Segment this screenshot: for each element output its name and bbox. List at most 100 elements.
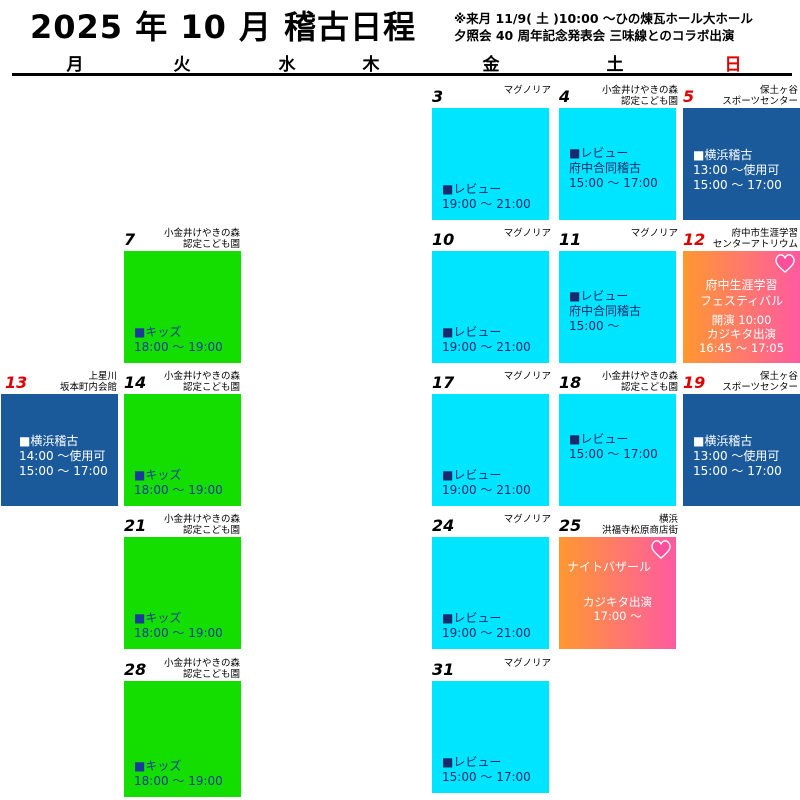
day-cell[interactable]: 11 マグノリア ■レビュー 府中合同稽古 15:00 〜	[553, 225, 680, 365]
day-number: 3	[432, 87, 444, 106]
event-title: 府中生涯学習 フェスティバル	[699, 278, 784, 308]
day-number: 31	[432, 660, 455, 679]
day-cell[interactable]: 7 小金井けやきの森 認定こども園 ■キッズ 18:00 〜 19:00	[118, 225, 242, 365]
day-number: 10	[432, 230, 455, 249]
event-box[interactable]: ■横浜稽古 14:00 〜使用可 15:00 〜 17:00	[1, 394, 118, 506]
venue-label: 保土ヶ谷 スポーツセンター	[722, 371, 798, 393]
event-box[interactable]: ■キッズ 18:00 〜 19:00	[124, 394, 241, 506]
day-number: 14	[124, 373, 147, 392]
event-detail: 開演 10:00 カジキタ出演 16:45 〜 17:05	[698, 313, 785, 355]
venue-label: マグノリア	[503, 228, 551, 239]
venue-label: 保土ヶ谷 スポーツセンター	[722, 85, 798, 107]
venue-label: 小金井けやきの森 認定こども園	[163, 658, 240, 680]
event-text: ■レビュー 15:00 〜 17:00	[442, 755, 531, 784]
day-cell[interactable]: 13 上星川 坂本町内会館 ■横浜稽古 14:00 〜使用可 15:00 〜 1…	[0, 368, 119, 508]
event-text: ■キッズ 18:00 〜 19:00	[134, 468, 223, 497]
event-box[interactable]: ■レビュー 19:00 〜 21:00	[432, 108, 549, 220]
event-box[interactable]: ■横浜稽古 13:00 〜使用可 15:00 〜 17:00	[683, 394, 800, 506]
header-rule	[12, 73, 792, 76]
event-box[interactable]: ■レビュー 15:00 〜 17:00	[559, 394, 676, 506]
event-text: ■レビュー 19:00 〜 21:00	[442, 325, 531, 354]
weekday-thu: 木	[362, 55, 380, 75]
weekday-mon: 月	[66, 55, 84, 75]
page-title: 2025 年 10 月 稽古日程	[30, 8, 417, 46]
venue-label: 小金井けやきの森 認定こども園	[601, 371, 678, 393]
event-box[interactable]: ■レビュー 19:00 〜 21:00	[432, 537, 549, 649]
weekday-sat: 土	[606, 55, 624, 75]
event-box[interactable]: ■レビュー 19:00 〜 21:00	[432, 251, 549, 363]
day-number: 21	[124, 516, 147, 535]
day-number: 19	[683, 373, 706, 392]
event-text: ■レビュー 19:00 〜 21:00	[442, 468, 531, 497]
event-text: ■レビュー 19:00 〜 21:00	[442, 611, 531, 640]
venue-label: 小金井けやきの森 認定こども園	[163, 228, 240, 250]
event-text: ■レビュー 19:00 〜 21:00	[442, 182, 531, 211]
weekday-wed: 水	[278, 55, 296, 75]
day-cell[interactable]: 19 保土ヶ谷 スポーツセンター ■横浜稽古 13:00 〜使用可 15:00 …	[677, 368, 800, 508]
venue-label: マグノリア	[503, 514, 551, 525]
event-box[interactable]: ■レビュー 19:00 〜 21:00	[432, 394, 549, 506]
event-box[interactable]: ■レビュー 15:00 〜 17:00	[432, 681, 549, 793]
event-box[interactable]: ■レビュー 府中合同稽古 15:00 〜	[559, 251, 676, 363]
day-number: 7	[124, 230, 136, 249]
event-box[interactable]: ■キッズ 18:00 〜 19:00	[124, 537, 241, 649]
event-title: ナイトバザール	[567, 560, 652, 574]
day-number: 13	[5, 373, 28, 392]
day-cell[interactable]: 14 小金井けやきの森 認定こども園 ■キッズ 18:00 〜 19:00	[118, 368, 242, 508]
event-text: ■横浜稽古 14:00 〜使用可 15:00 〜 17:00	[19, 434, 108, 478]
event-box[interactable]: ■キッズ 18:00 〜 19:00	[124, 251, 241, 363]
day-cell[interactable]: 5 保土ヶ谷 スポーツセンター ■横浜稽古 13:00 〜使用可 15:00 〜…	[677, 82, 800, 222]
day-cell[interactable]: 3 マグノリア ■レビュー 19:00 〜 21:00	[426, 82, 553, 222]
event-box[interactable]: ■レビュー 府中合同稽古 15:00 〜 17:00	[559, 108, 676, 220]
day-cell[interactable]: 12 府中市生涯学習 センターアトリウム 府中生涯学習 フェスティバル 開演 1…	[677, 225, 800, 365]
day-number: 17	[432, 373, 455, 392]
notice-line-1: ※来月 11/9( 土 )10:00 〜ひの煉瓦ホール大ホール	[454, 11, 753, 26]
venue-label: 小金井けやきの森 認定こども園	[163, 371, 240, 393]
day-number: 24	[432, 516, 455, 535]
weekday-tue: 火	[173, 55, 191, 75]
day-cell[interactable]: 10 マグノリア ■レビュー 19:00 〜 21:00	[426, 225, 553, 365]
day-cell[interactable]: 18 小金井けやきの森 認定こども園 ■レビュー 15:00 〜 17:00	[553, 368, 680, 508]
event-text: ■横浜稽古 13:00 〜使用可 15:00 〜 17:00	[693, 148, 782, 192]
heart-logo-icon	[651, 540, 671, 559]
day-number: 5	[683, 87, 695, 106]
venue-label: マグノリア	[630, 228, 678, 239]
day-number: 25	[559, 516, 582, 535]
venue-label: マグノリア	[503, 371, 551, 382]
day-cell[interactable]: 21 小金井けやきの森 認定こども園 ■キッズ 18:00 〜 19:00	[118, 511, 242, 651]
event-box[interactable]: ナイトバザール カジキタ出演 17:00 〜	[559, 537, 676, 649]
event-box[interactable]: 府中生涯学習 フェスティバル 開演 10:00 カジキタ出演 16:45 〜 1…	[683, 251, 800, 363]
event-text: ■キッズ 18:00 〜 19:00	[134, 759, 223, 788]
day-cell[interactable]: 4 小金井けやきの森 認定こども園 ■レビュー 府中合同稽古 15:00 〜 1…	[553, 82, 680, 222]
day-cell[interactable]: 25 横浜 洪福寺松原商店街 ナイトバザール カジキタ出演 17:00 〜	[553, 511, 680, 651]
day-cell[interactable]: 28 小金井けやきの森 認定こども園 ■キッズ 18:00 〜 19:00	[118, 655, 242, 800]
event-text: ■レビュー 府中合同稽古 15:00 〜 17:00	[569, 146, 658, 190]
day-number: 11	[559, 230, 582, 249]
venue-label: 府中市生涯学習 センターアトリウム	[712, 228, 798, 250]
venue-label: 小金井けやきの森 認定こども園	[601, 85, 678, 107]
day-number: 18	[559, 373, 582, 392]
event-text: ■レビュー 府中合同稽古 15:00 〜	[569, 289, 642, 333]
event-box[interactable]: ■横浜稽古 13:00 〜使用可 15:00 〜 17:00	[683, 108, 800, 220]
day-number: 28	[124, 660, 147, 679]
weekday-fri: 金	[482, 55, 500, 75]
venue-label: 上星川 坂本町内会館	[59, 371, 117, 393]
day-cell[interactable]: 24 マグノリア ■レビュー 19:00 〜 21:00	[426, 511, 553, 651]
event-text: ■キッズ 18:00 〜 19:00	[134, 325, 223, 354]
venue-label: 横浜 洪福寺松原商店街	[601, 514, 678, 536]
event-box[interactable]: ■キッズ 18:00 〜 19:00	[124, 681, 241, 797]
venue-label: マグノリア	[503, 85, 551, 96]
venue-label: マグノリア	[503, 658, 551, 669]
heart-logo-icon	[775, 254, 795, 273]
event-detail: カジキタ出演 17:00 〜	[583, 595, 652, 623]
day-number: 12	[683, 230, 706, 249]
event-text: ■キッズ 18:00 〜 19:00	[134, 611, 223, 640]
event-text: ■横浜稽古 13:00 〜使用可 15:00 〜 17:00	[693, 434, 782, 478]
venue-label: 小金井けやきの森 認定こども園	[163, 514, 240, 536]
notice-line-2: 夕照会 40 周年記念発表会 三味線とのコラボ出演	[454, 28, 735, 43]
day-number: 4	[559, 87, 571, 106]
weekday-sun: 日	[724, 55, 742, 75]
event-text: ■レビュー 15:00 〜 17:00	[569, 432, 658, 461]
day-cell[interactable]: 17 マグノリア ■レビュー 19:00 〜 21:00	[426, 368, 553, 508]
day-cell[interactable]: 31 マグノリア ■レビュー 15:00 〜 17:00	[426, 655, 553, 800]
